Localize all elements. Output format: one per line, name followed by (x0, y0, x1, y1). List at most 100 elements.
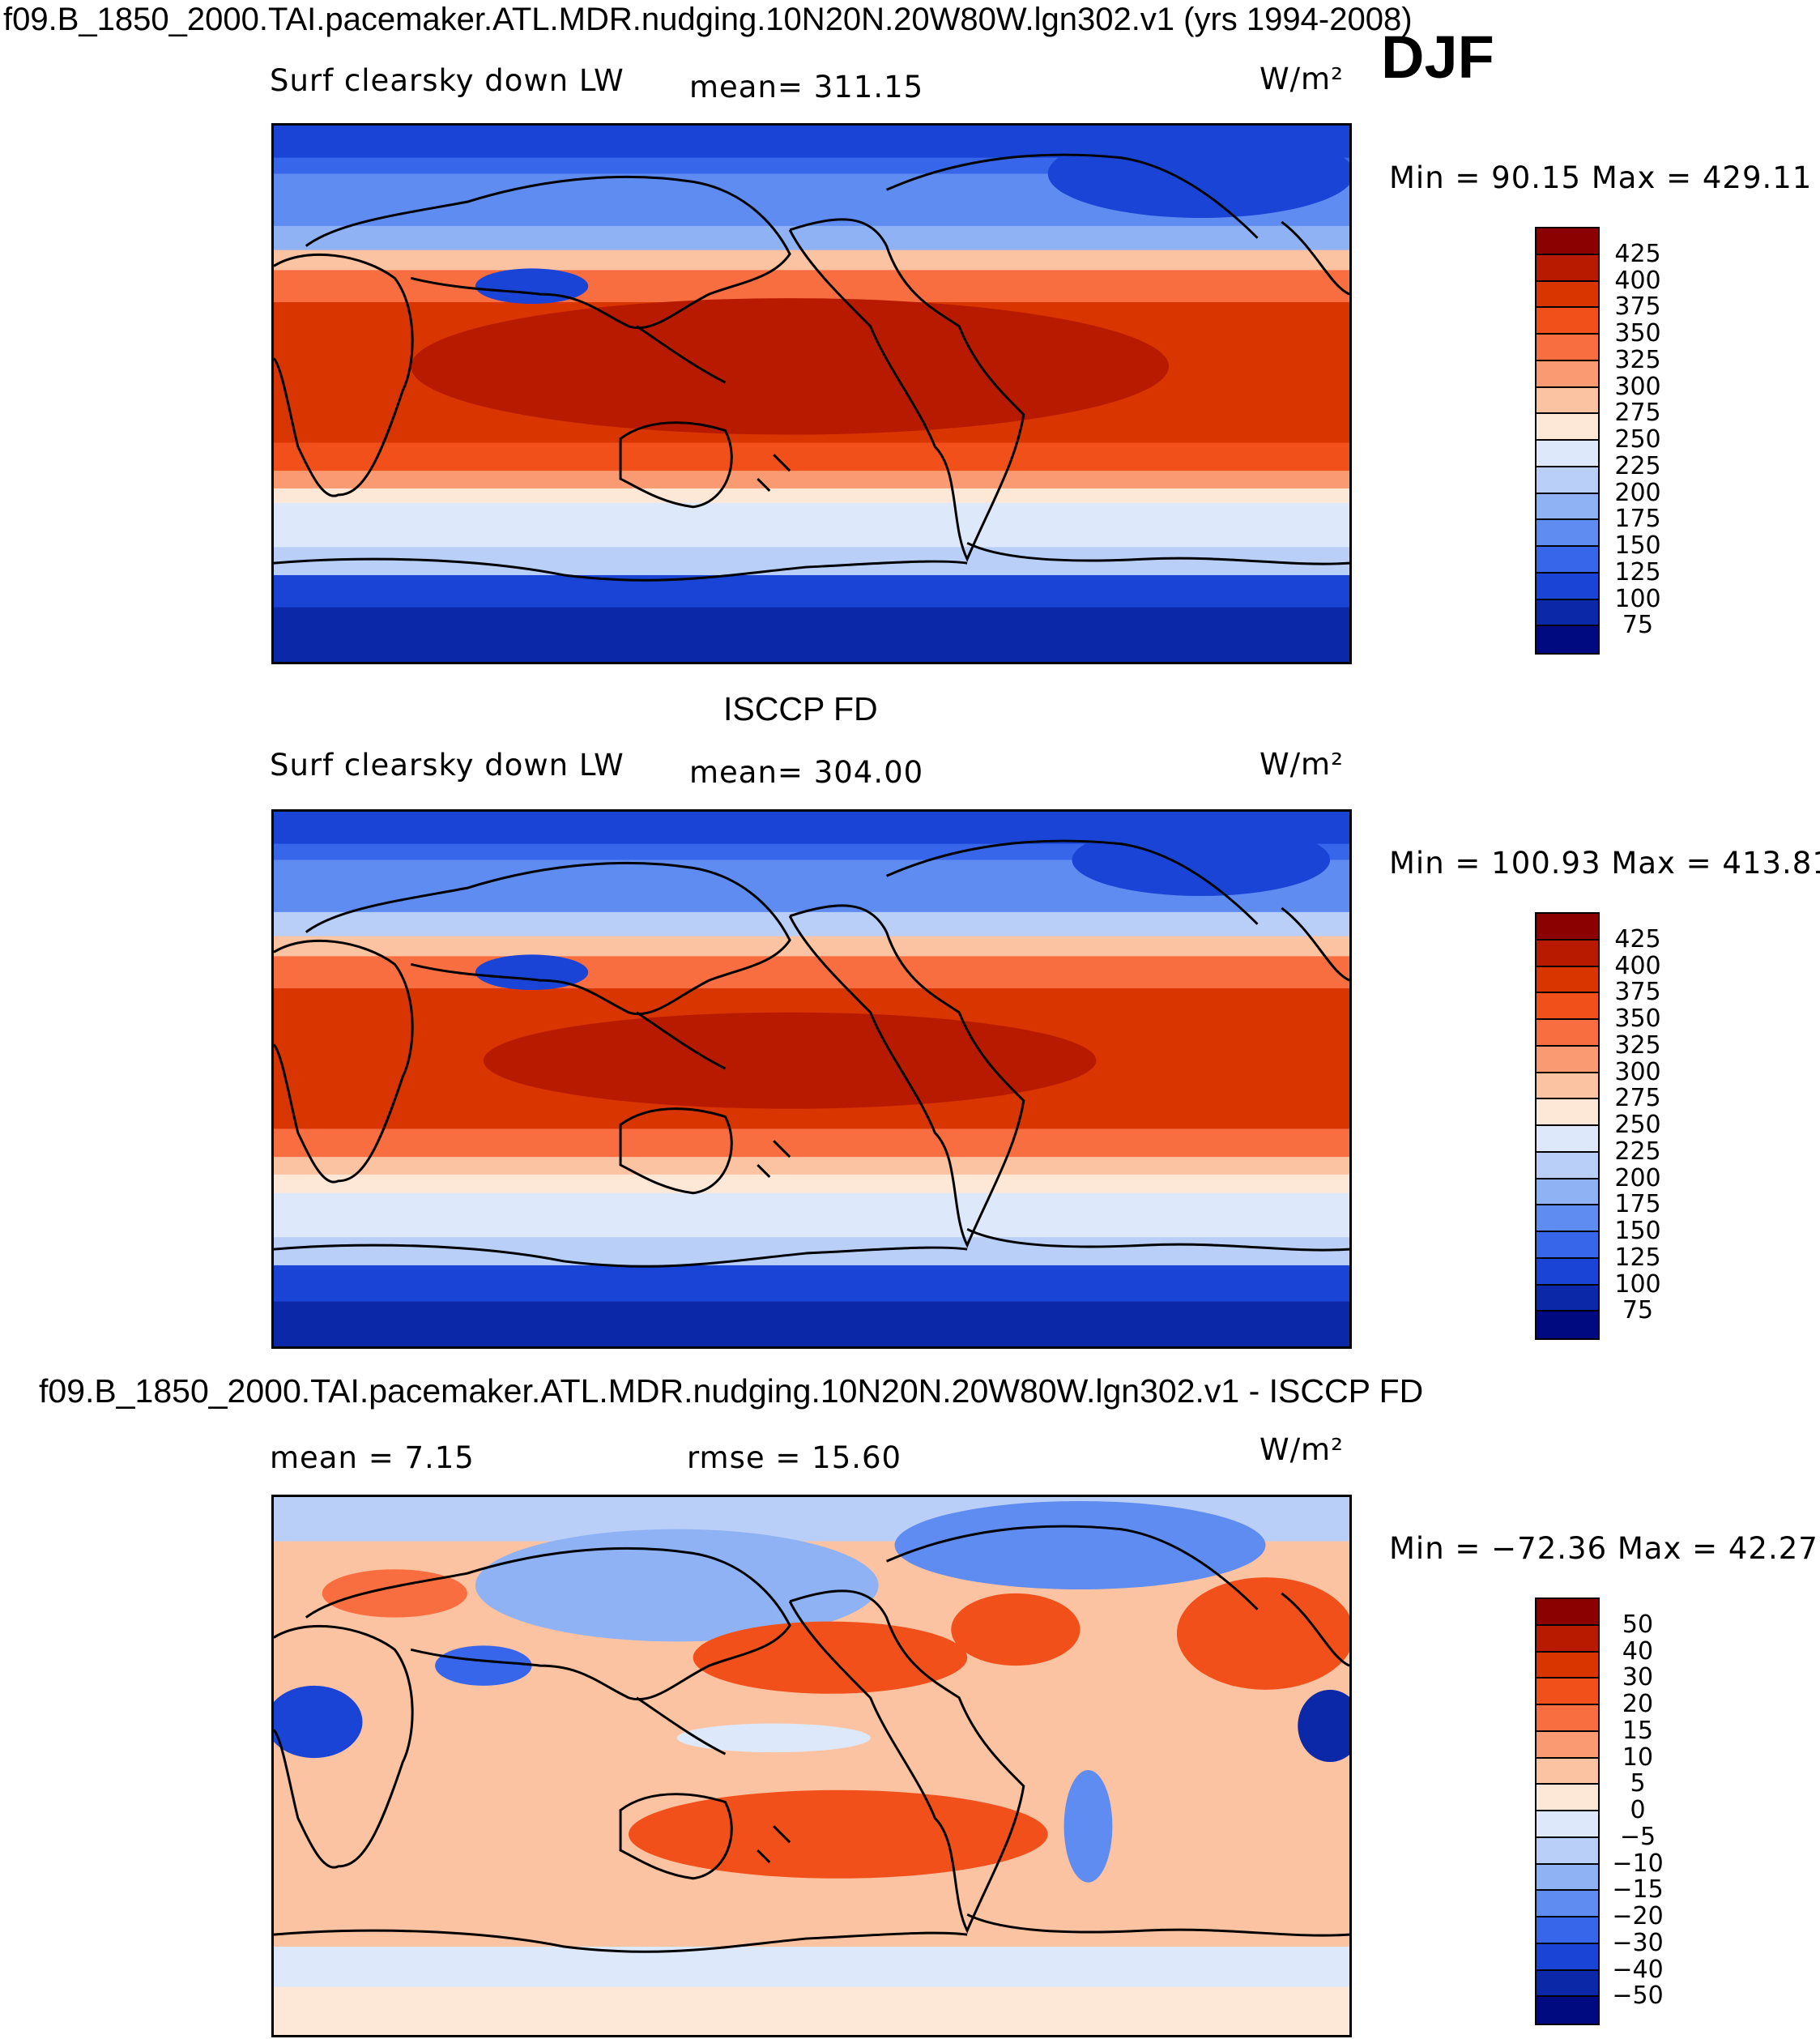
colorbar-tick-label: 175 (1614, 1190, 1661, 1219)
colorbar-tick-label: 300 (1614, 372, 1661, 401)
colorbar-tick-label: 425 (1614, 239, 1661, 268)
panel2-minmax: Min = 100.93 Max = 413.81 (1389, 846, 1820, 881)
panel2-coastlines (274, 839, 1349, 1268)
colorbar-tick-label: −40 (1612, 1955, 1664, 1984)
colorbar-swatch (1537, 308, 1598, 335)
panel1-variable-label: Surf clearsky down LW (270, 63, 624, 98)
panel3-map-field (274, 1497, 1349, 2035)
colorbar-tick-label: 175 (1614, 505, 1661, 534)
figure-title: f09.B_1850_2000.TAI.pacemaker.ATL.MDR.nu… (3, 2, 1413, 37)
colorbar-tick-label: −10 (1612, 1849, 1664, 1878)
colorbar-swatch (1537, 254, 1598, 282)
colorbar-swatch (1537, 1705, 1598, 1732)
colorbar-swatch (1537, 1625, 1598, 1653)
panel1-units-label: W/m² (1260, 62, 1344, 96)
panel3-colorbar-segments (1537, 1599, 1598, 2024)
colorbar-swatch (1537, 1758, 1598, 1785)
colorbar-swatch (1537, 1917, 1598, 1944)
colorbar-swatch (1537, 1312, 1598, 1338)
panel1-map (271, 123, 1352, 664)
panel2-colorbar-segments (1537, 914, 1598, 1338)
colorbar-swatch (1537, 1232, 1598, 1259)
colorbar-swatch (1537, 1652, 1598, 1679)
panel2-heading: ISCCP FD (723, 690, 878, 727)
colorbar-swatch (1537, 1785, 1598, 1811)
panel3-coastlines (274, 1525, 1349, 1953)
colorbar-tick-label: 100 (1614, 1269, 1661, 1299)
panel2-colorbar (1535, 912, 1600, 1340)
panel1-colorbar (1535, 227, 1600, 655)
colorbar-swatch (1537, 1046, 1598, 1073)
colorbar-tick-label: 325 (1614, 345, 1661, 374)
colorbar-tick-label: 125 (1614, 557, 1661, 587)
colorbar-swatch (1537, 441, 1598, 467)
colorbar-swatch (1537, 228, 1598, 255)
colorbar-swatch (1537, 1811, 1598, 1838)
panel1-map-field (274, 126, 1349, 662)
panel3-rmse-label: rmse = 15.60 (687, 1440, 902, 1475)
colorbar-swatch (1537, 387, 1598, 415)
colorbar-tick-label: 425 (1614, 924, 1661, 953)
colorbar-swatch (1537, 1073, 1598, 1100)
colorbar-tick-label: 400 (1614, 951, 1661, 980)
colorbar-tick-label: 150 (1614, 1217, 1661, 1245)
colorbar-tick-label: 200 (1614, 478, 1661, 507)
colorbar-swatch (1537, 1205, 1598, 1232)
colorbar-tick-label: 75 (1622, 611, 1654, 640)
colorbar-tick-label: 5 (1630, 1769, 1646, 1798)
colorbar-tick-label: 225 (1614, 1137, 1661, 1166)
colorbar-tick-label: −50 (1612, 1981, 1664, 2011)
panel2-map-field (274, 812, 1349, 1346)
colorbar-swatch (1537, 1679, 1598, 1705)
colorbar-swatch (1537, 1731, 1598, 1759)
colorbar-tick-label: 40 (1622, 1636, 1654, 1666)
colorbar-swatch (1537, 1179, 1598, 1206)
season-label: DJF (1381, 23, 1494, 91)
colorbar-tick-label: 350 (1614, 319, 1661, 348)
panel1-colorbar-segments (1537, 228, 1598, 653)
colorbar-swatch (1537, 966, 1598, 994)
colorbar-tick-label: 125 (1614, 1243, 1661, 1272)
colorbar-tick-label: −20 (1612, 1902, 1664, 1930)
panel1-mean-label: mean= 311.15 (689, 70, 924, 105)
colorbar-swatch (1537, 993, 1598, 1020)
panel2-units-label: W/m² (1260, 747, 1344, 782)
colorbar-swatch (1537, 547, 1598, 574)
colorbar-tick-label: 75 (1622, 1296, 1654, 1325)
colorbar-tick-label: 50 (1622, 1610, 1654, 1639)
panel1-minmax: Min = 90.15 Max = 429.11 (1389, 160, 1813, 195)
panel1-coastlines (274, 153, 1349, 582)
colorbar-tick-label: 375 (1614, 978, 1661, 1007)
colorbar-swatch (1537, 1152, 1598, 1179)
colorbar-tick-label: 150 (1614, 531, 1661, 560)
panel3-colorbar (1535, 1598, 1600, 2025)
colorbar-tick-label: 15 (1622, 1716, 1654, 1745)
panel3-map (271, 1495, 1352, 2037)
colorbar-swatch (1537, 1891, 1598, 1917)
colorbar-swatch (1537, 1126, 1598, 1153)
colorbar-swatch (1537, 1285, 1598, 1312)
colorbar-tick-label: 350 (1614, 1005, 1661, 1033)
colorbar-tick-label: 30 (1622, 1663, 1654, 1692)
colorbar-swatch (1537, 1599, 1598, 1626)
colorbar-swatch (1537, 1943, 1598, 1971)
colorbar-tick-label: 0 (1630, 1796, 1646, 1824)
colorbar-tick-label: −5 (1619, 1822, 1656, 1851)
colorbar-swatch (1537, 360, 1598, 388)
colorbar-tick-label: 20 (1622, 1690, 1654, 1718)
colorbar-tick-label: 275 (1614, 1084, 1661, 1113)
colorbar-swatch (1537, 520, 1598, 547)
colorbar-tick-label: 325 (1614, 1030, 1661, 1060)
colorbar-swatch (1537, 573, 1598, 600)
colorbar-tick-label: 225 (1614, 451, 1661, 480)
colorbar-tick-label: 10 (1622, 1743, 1654, 1772)
colorbar-swatch (1537, 914, 1598, 941)
colorbar-tick-label: −30 (1612, 1928, 1664, 1957)
colorbar-swatch (1537, 281, 1598, 309)
colorbar-swatch (1537, 626, 1598, 653)
colorbar-swatch (1537, 1837, 1598, 1865)
colorbar-swatch (1537, 467, 1598, 494)
panel2-variable-label: Surf clearsky down LW (270, 748, 624, 783)
colorbar-tick-label: 375 (1614, 292, 1661, 322)
colorbar-swatch (1537, 1099, 1598, 1126)
